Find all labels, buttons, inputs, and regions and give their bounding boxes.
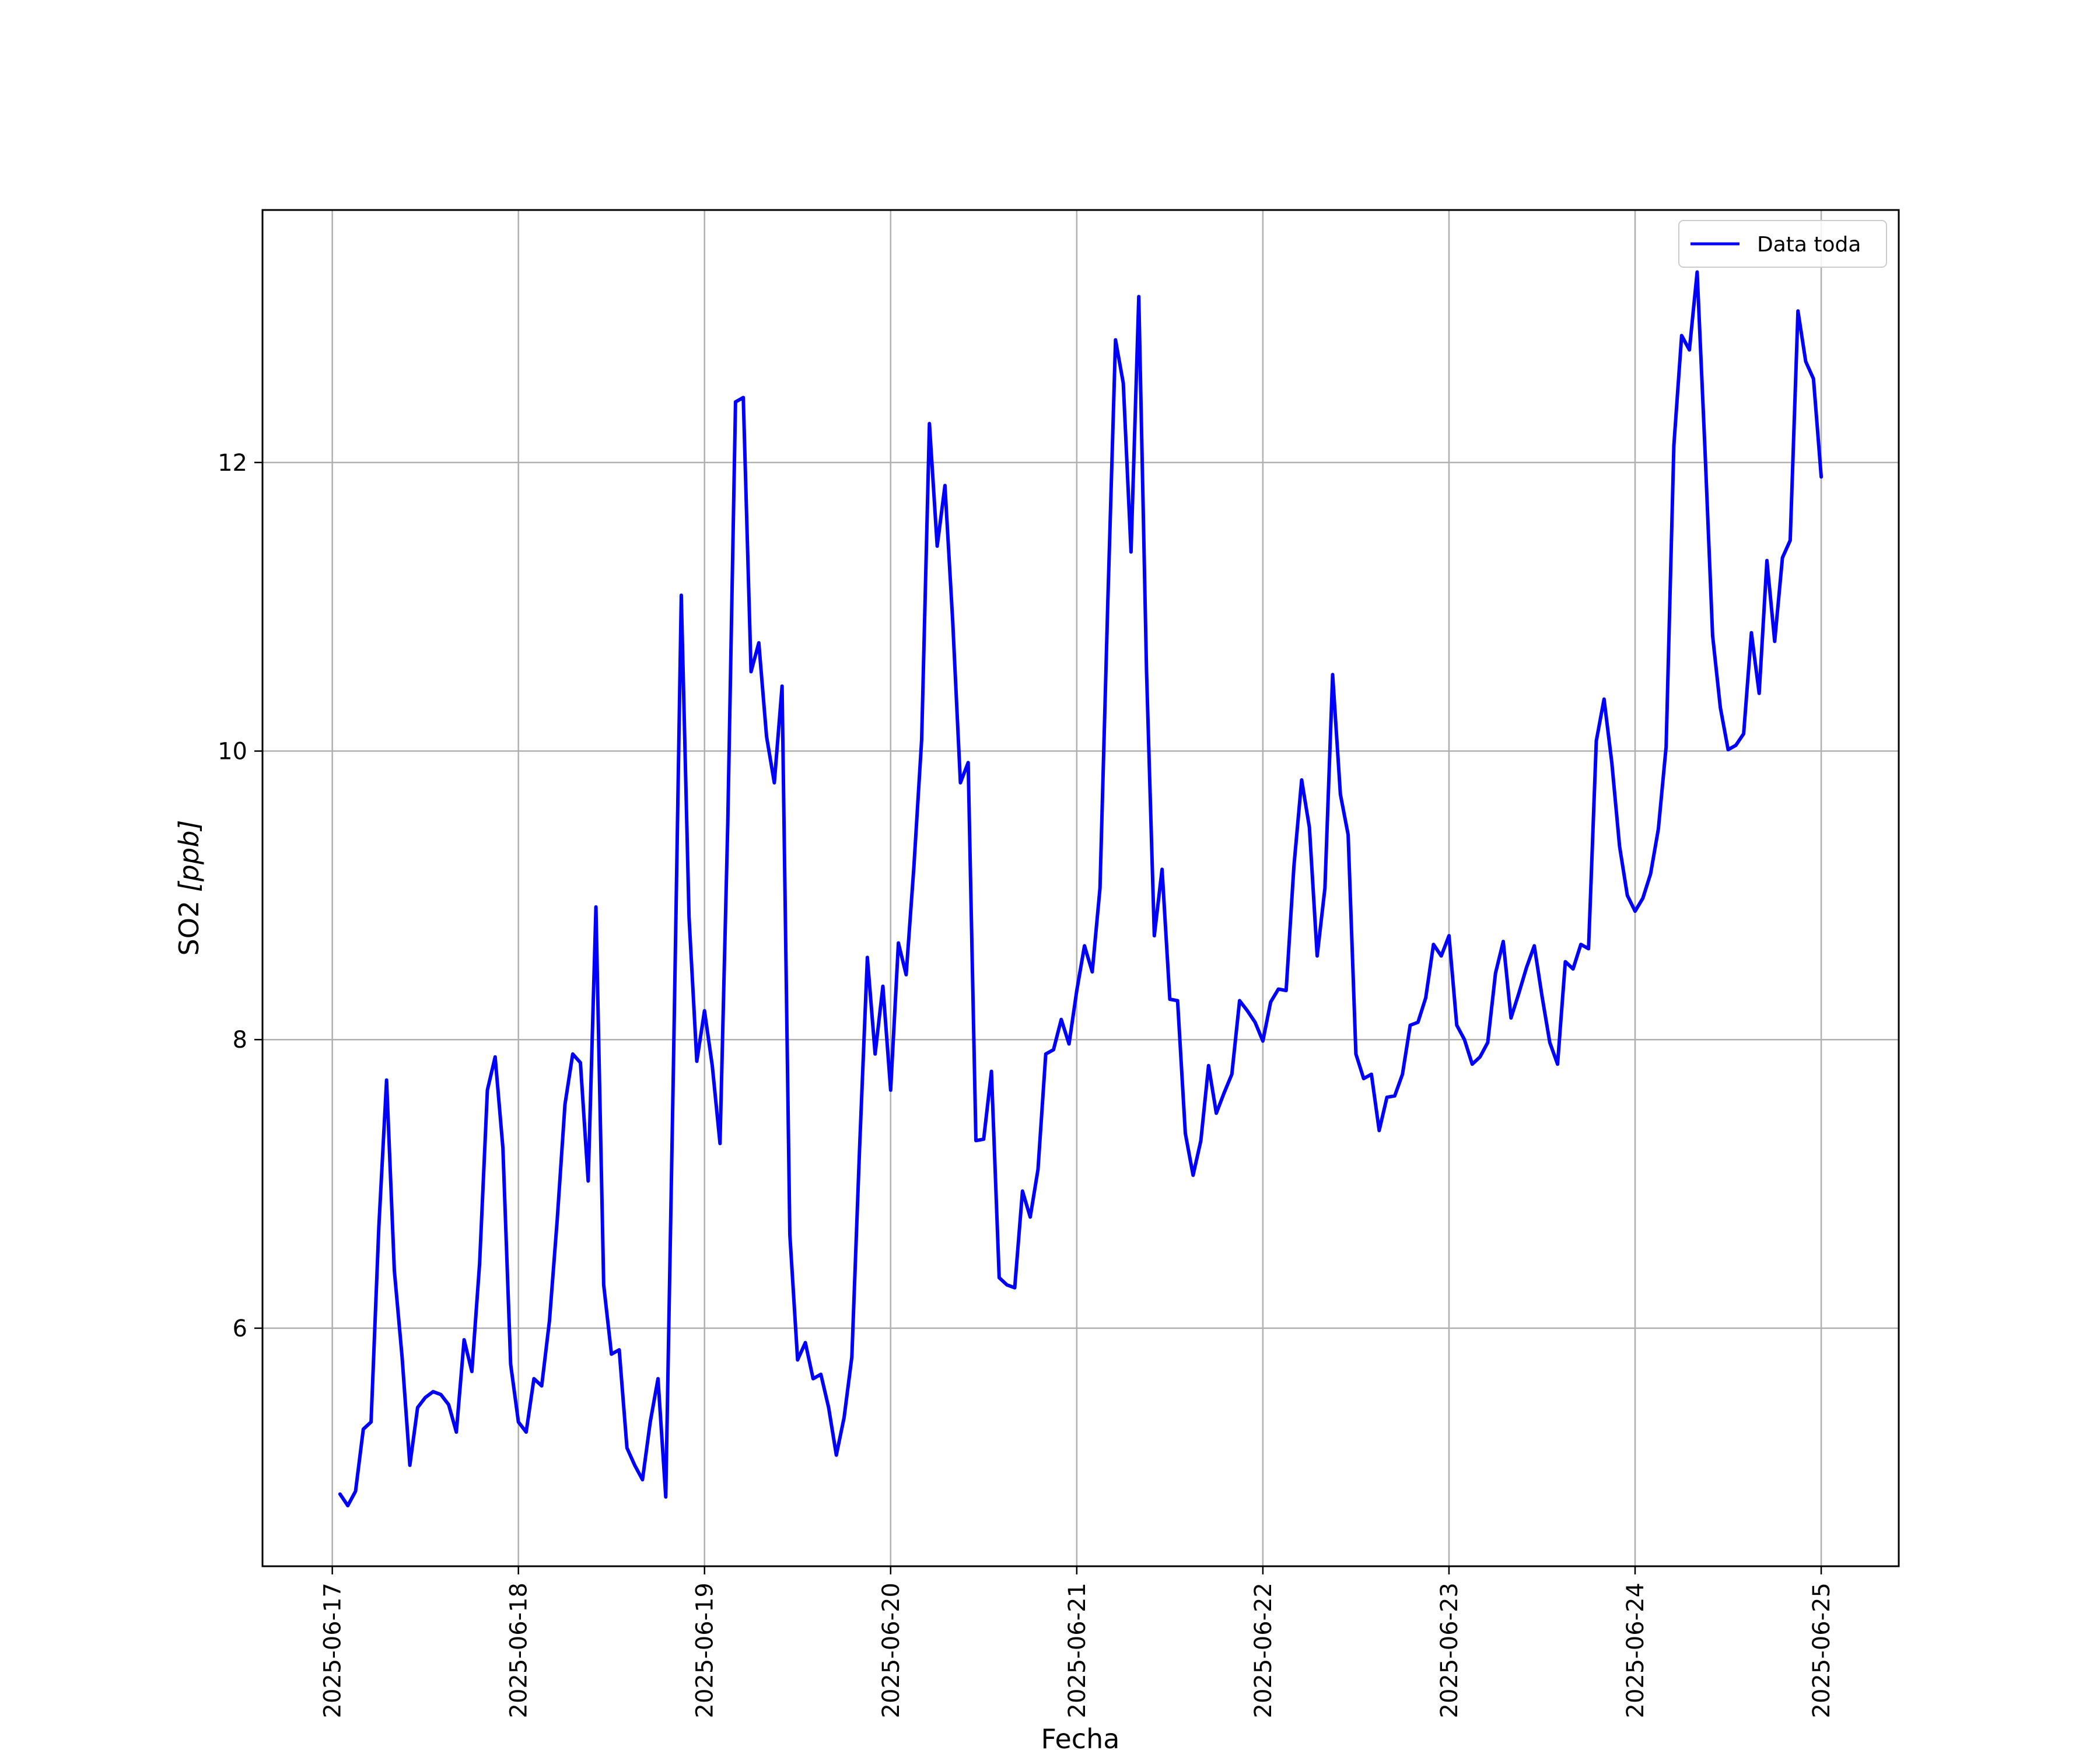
y-axis: 6 8 10 12	[218, 450, 262, 1342]
y-axis-label: SO2 [ppb]	[173, 820, 205, 956]
y-tick-label: 8	[233, 1027, 247, 1054]
x-axis-label: Fecha	[1041, 1723, 1120, 1750]
legend: Data toda	[1678, 220, 1887, 268]
y-tick-label: 12	[218, 450, 247, 477]
x-tick-label: 2025-06-21	[1064, 1583, 1091, 1718]
x-tick-label: 2025-06-19	[692, 1583, 719, 1718]
x-tick-label: 2025-06-23	[1436, 1583, 1463, 1718]
series-layer	[338, 270, 1824, 1508]
series-line-data-toda	[338, 270, 1824, 1508]
x-tick-label: 2025-06-17	[320, 1583, 346, 1718]
x-tick-label: 2025-06-20	[878, 1583, 905, 1718]
x-axis: 2025-06-17 2025-06-18 2025-06-19 2025-06-20…	[320, 1566, 1835, 1718]
plot-area-frame	[261, 209, 1900, 1567]
y-axis-label-unit: [ppb]	[173, 820, 205, 892]
legend-box	[1678, 220, 1887, 268]
x-tick-label: 2025-06-22	[1250, 1583, 1277, 1718]
grid	[262, 210, 1899, 1566]
y-axis-label-main: SO2	[173, 892, 205, 956]
y-tick-label: 6	[233, 1315, 247, 1342]
x-tick-label: 2025-06-25	[1808, 1583, 1835, 1718]
x-tick-label: 2025-06-24	[1622, 1583, 1649, 1718]
x-tick-label: 2025-06-18	[506, 1583, 533, 1718]
y-tick-label: 10	[218, 738, 247, 765]
legend-label-data-toda: Data toda	[1757, 233, 1861, 257]
